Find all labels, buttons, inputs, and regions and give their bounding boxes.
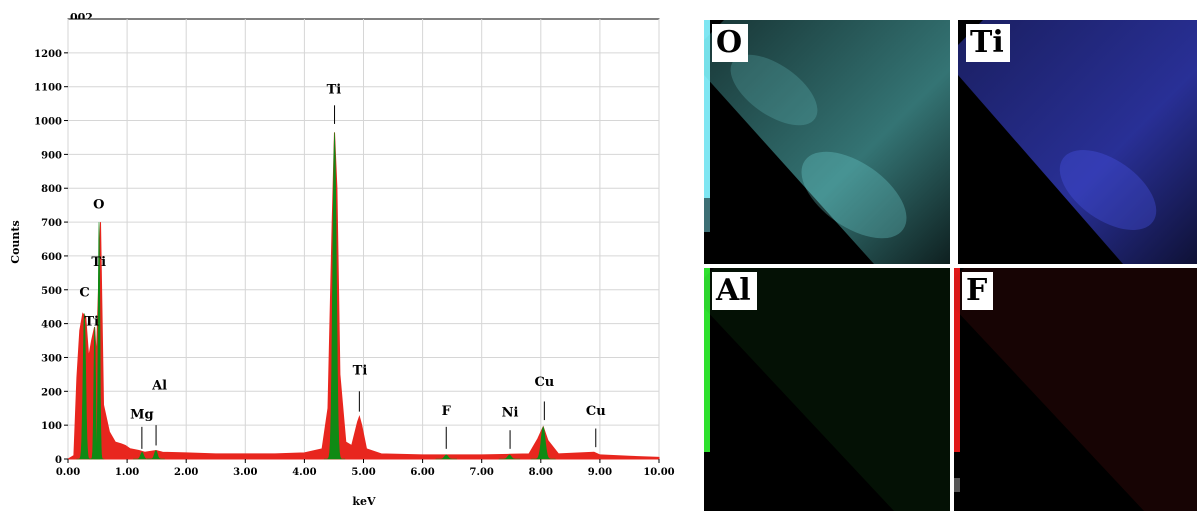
x-tick-label: 6.00 bbox=[410, 467, 434, 478]
peak-ti bbox=[323, 132, 346, 460]
annotation-label: Mg bbox=[130, 407, 153, 422]
map-color-bar bbox=[704, 20, 710, 198]
y-tick-label: 800 bbox=[41, 184, 62, 195]
element-map-ti: Ti bbox=[958, 20, 1197, 264]
y-tick-label: 1000 bbox=[34, 117, 62, 128]
annotation-label: O bbox=[93, 198, 104, 213]
peak-ni bbox=[498, 454, 521, 460]
annotation-label: Al bbox=[151, 379, 167, 394]
eds-spectrum-chart: 002 010020030040050060070080090010001100… bbox=[9, 11, 675, 508]
peak-al bbox=[147, 450, 165, 460]
x-tick-label: 7.00 bbox=[470, 467, 494, 478]
x-tick-label: 8.00 bbox=[529, 467, 553, 478]
x-tick-label: 5.00 bbox=[351, 467, 375, 478]
map-label-al: Al bbox=[712, 272, 757, 310]
map-signal bbox=[958, 20, 1197, 264]
map-label-o: O bbox=[712, 24, 749, 62]
y-tick-label: 300 bbox=[41, 353, 62, 364]
annotation-label: Cu bbox=[586, 404, 606, 419]
y-tick-label: 500 bbox=[41, 286, 62, 297]
element-map-o: O bbox=[704, 20, 950, 264]
annotation-label: Ni bbox=[502, 406, 519, 421]
x-tick-label: 2.00 bbox=[174, 467, 198, 478]
y-tick-label: 600 bbox=[41, 252, 62, 263]
element-map-f: F bbox=[954, 268, 1197, 511]
map-color-bar-lower bbox=[954, 478, 960, 492]
map-label-f: F bbox=[962, 272, 994, 310]
x-tick-label: 9.00 bbox=[588, 467, 612, 478]
annotation-label: Ti bbox=[84, 314, 99, 329]
map-color-bar bbox=[954, 268, 960, 452]
x-axis-label: keV bbox=[352, 495, 376, 508]
annotation-label: Ti bbox=[327, 82, 342, 97]
y-tick-label: 400 bbox=[41, 320, 62, 331]
y-tick-label: 900 bbox=[41, 150, 62, 161]
peak-f bbox=[435, 454, 457, 460]
x-tick-label: 1.00 bbox=[115, 467, 139, 478]
y-axis-ticks: 0 100 200 300 400 500 600 700 800 900 1000 1100 1200 bbox=[34, 49, 68, 466]
element-maps-panel: O Ti Al F bbox=[704, 20, 1197, 511]
x-tick-label: 4.00 bbox=[292, 467, 316, 478]
y-tick-label: 1200 bbox=[34, 49, 62, 60]
map-signal bbox=[704, 268, 950, 511]
peak-annotations: C O Ti Ti Al Mg Ti Ti F Ni Cu Cu bbox=[79, 82, 606, 449]
annotation-label: Ti bbox=[353, 363, 368, 378]
plot-grid bbox=[67, 18, 660, 460]
x-axis-ticks: 0.00 1.00 2.00 3.00 4.00 5.00 6.00 7.00 8.00 9.00… bbox=[56, 459, 675, 478]
map-label-ti: Ti bbox=[966, 24, 1010, 62]
y-tick-label: 700 bbox=[41, 218, 62, 229]
annotation-label: Ti bbox=[91, 255, 106, 270]
peak-cu bbox=[530, 425, 556, 460]
map-signal bbox=[704, 20, 950, 264]
annotation-label: C bbox=[79, 286, 89, 301]
y-tick-label: 100 bbox=[41, 421, 62, 432]
element-map-al: Al bbox=[704, 268, 950, 511]
y-tick-label: 1100 bbox=[34, 83, 62, 94]
plot-area bbox=[66, 132, 660, 460]
y-tick-label: 200 bbox=[41, 387, 62, 398]
x-tick-label: 0.00 bbox=[56, 467, 80, 478]
map-signal bbox=[954, 268, 1197, 511]
map-color-bar-lower bbox=[704, 198, 710, 232]
x-tick-label: 10.00 bbox=[643, 467, 674, 478]
y-axis-label: Counts bbox=[9, 220, 22, 263]
map-color-bar bbox=[704, 268, 710, 452]
annotation-label: F bbox=[442, 404, 452, 419]
x-tick-label: 3.00 bbox=[233, 467, 257, 478]
y-tick-label: 0 bbox=[55, 455, 62, 466]
annotation-label: Cu bbox=[534, 375, 554, 390]
peak-ti bbox=[89, 326, 100, 460]
spectrum-area bbox=[66, 132, 660, 460]
